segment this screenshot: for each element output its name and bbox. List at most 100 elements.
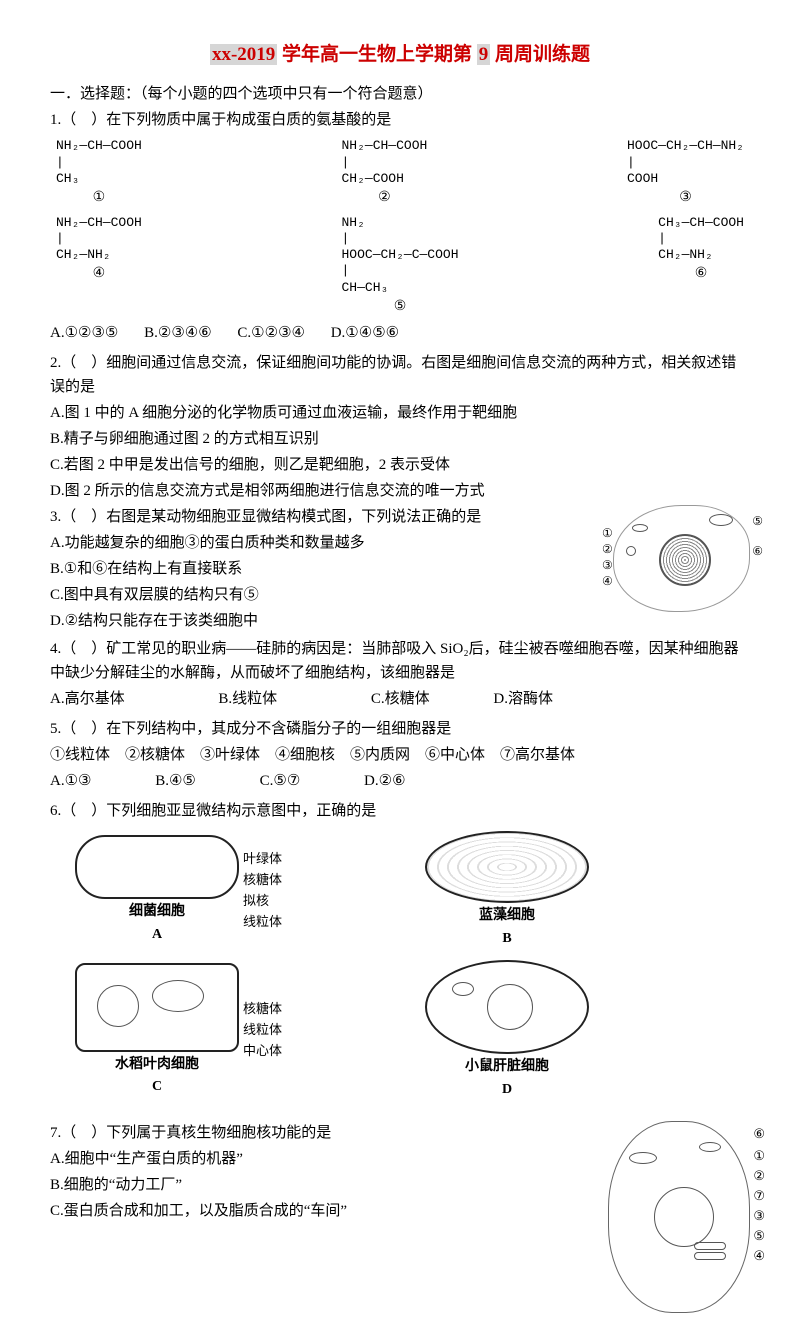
q5-options: A.①③ B.④⑤ C.⑤⑦ D.②⑥ xyxy=(50,769,750,793)
lblA4: 线粒体 xyxy=(243,912,282,933)
organelle-icon xyxy=(709,514,733,526)
capC-letter: C xyxy=(152,1079,162,1094)
title-highlight-week: 9 xyxy=(477,44,491,65)
q1-formulas-row2: NH₂—CH—COOH | CH₂—NH₂ ④ NH₂ | HOOC—CH₂—C… xyxy=(50,213,750,318)
lead-5: ⑤ xyxy=(752,512,763,531)
f4-label: ④ xyxy=(93,265,106,283)
mouse-liver-cell-icon xyxy=(425,960,589,1054)
q5-stem: 5.（ ）在下列结构中，其成分不含磷脂分子的一组细胞器是 xyxy=(50,717,750,741)
f3-l1: HOOC—CH₂—CH—NH₂ xyxy=(627,138,744,154)
capA-letter: A xyxy=(152,927,162,942)
f3-l2: | xyxy=(627,155,635,171)
q6-stem: 6.（ ）下列细胞亚显微结构示意图中，正确的是 xyxy=(50,799,750,823)
q6-figure-grid: 细菌细胞 A 叶绿体 核糖体 拟核 线粒体 蓝藻细胞 B 水稻叶肉细胞 C xyxy=(50,831,750,1111)
f2-l1: NH₂—CH—COOH xyxy=(341,138,427,154)
f1-l2: | xyxy=(56,155,64,171)
q1-opt-b: B.②③④⑥ xyxy=(144,325,212,341)
q4-opt-b: B.线粒体 xyxy=(218,691,277,707)
q4-opt-c: C.核糖体 xyxy=(371,691,430,707)
q7-figure: ⑥ ① ② ⑦ ③ ⑤ ④ xyxy=(608,1121,750,1313)
formula-5: NH₂ | HOOC—CH₂—C—COOH | CH—CH₃ ⑤ xyxy=(335,213,464,318)
lead-5: ⑤ xyxy=(753,1226,765,1247)
f4-l3: CH₂—NH₂ xyxy=(56,247,111,263)
f5-l2: | xyxy=(341,231,349,247)
cell-diagram-icon: ① ② ③ ④ ⑤ ⑥ xyxy=(613,505,750,612)
q6-cell-b: 蓝藻细胞 B xyxy=(425,831,725,950)
q2-stem: 2.（ ）细胞间通过信息交流，保证细胞间功能的协调。右图是细胞间信息交流的两种方… xyxy=(50,351,750,399)
f6-label: ⑥ xyxy=(695,265,708,283)
formula-6: CH₃—CH—COOH | CH₂—NH₂ ⑥ xyxy=(652,213,750,318)
capA-name: 细菌细胞 xyxy=(129,904,185,919)
nucleus-icon xyxy=(659,534,711,586)
lead-7: ⑦ xyxy=(753,1186,765,1207)
f1-label: ① xyxy=(93,189,106,207)
q7-block: ⑥ ① ② ⑦ ③ ⑤ ④ 7.（ ）下列属于真核生物细胞核功能的是 A.细胞中… xyxy=(50,1121,750,1223)
rice-cell-icon xyxy=(75,963,239,1052)
formula-3: HOOC—CH₂—CH—NH₂ | COOH ③ xyxy=(621,136,750,208)
lead-3: ③ xyxy=(753,1206,765,1227)
lead-4: ④ xyxy=(602,572,613,591)
q2-opt-c: C.若图 2 中甲是发出信号的细胞，则乙是靶细胞，2 表示受体 xyxy=(50,453,750,477)
q6-cell-c: 水稻叶肉细胞 C 核糖体 线粒体 中心体 xyxy=(75,960,375,1101)
lblA3: 拟核 xyxy=(243,891,282,912)
q3-opt-d: D.②结构只能存在于该类细胞中 xyxy=(50,609,750,633)
q4-stem: 4.（ ）矿工常见的职业病——硅肺的病因是：当肺部吸入 SiO₂后，硅尘被吞噬细… xyxy=(50,637,750,685)
q2-opt-a: A.图 1 中的 A 细胞分泌的化学物质可通过血液运输，最终作用于靶细胞 xyxy=(50,401,750,425)
f6-l2: | xyxy=(658,231,666,247)
q1-opt-a: A.①②③⑤ xyxy=(50,325,118,341)
capB-letter: B xyxy=(502,931,511,946)
f2-label: ② xyxy=(378,189,391,207)
q1-options: A.①②③⑤ B.②③④⑥ C.①②③④ D.①④⑤⑥ xyxy=(50,321,750,345)
q5-opt-b: B.④⑤ xyxy=(155,773,196,789)
section-heading: 一．选择题：（每个小题的四个选项中只有一个符合题意） xyxy=(50,82,750,106)
lead-6: ⑥ xyxy=(752,542,763,561)
formula-2: NH₂—CH—COOH | CH₂—COOH ② xyxy=(335,136,433,208)
f5-label: ⑤ xyxy=(394,298,407,316)
capA-labels: 叶绿体 核糖体 拟核 线粒体 xyxy=(243,849,282,932)
lead-6: ⑥ xyxy=(753,1124,765,1145)
q3-block: ① ② ③ ④ ⑤ ⑥ 3.（ ）右图是某动物细胞亚显微结构模式图，下列说法正确… xyxy=(50,505,750,635)
organelle-icon xyxy=(626,546,636,556)
q1-formulas-row1: NH₂—CH—COOH | CH₃ ① NH₂—CH—COOH | CH₂—CO… xyxy=(50,136,750,208)
q5-list: ①线粒体 ②核糖体 ③叶绿体 ④细胞核 ⑤内质网 ⑥中心体 ⑦高尔基体 xyxy=(50,743,750,767)
organelle-icon xyxy=(629,1152,657,1164)
lead-1: ① xyxy=(753,1146,765,1167)
capD-name: 小鼠肝脏细胞 xyxy=(465,1059,549,1074)
f2-l2: | xyxy=(341,155,349,171)
capB-name: 蓝藻细胞 xyxy=(479,908,535,923)
lblA2: 核糖体 xyxy=(243,870,282,891)
q1-stem: 1.（ ）在下列物质中属于构成蛋白质的氨基酸的是 xyxy=(50,108,750,132)
f5-l4: | xyxy=(341,263,349,279)
organelle-icon xyxy=(694,1242,726,1250)
capD-letter: D xyxy=(502,1082,512,1097)
lblC3: 中心体 xyxy=(243,1041,282,1062)
title-highlight-year: xx-2019 xyxy=(210,44,277,65)
organelle-icon xyxy=(632,524,648,532)
f4-l1: NH₂—CH—COOH xyxy=(56,215,142,231)
q4-opt-d: D.溶酶体 xyxy=(493,691,553,707)
q2-opt-b: B.精子与卵细胞通过图 2 的方式相互识别 xyxy=(50,427,750,451)
q4-opt-a: A.高尔基体 xyxy=(50,691,125,707)
lblA1: 叶绿体 xyxy=(243,849,282,870)
nucleus-icon xyxy=(654,1187,714,1247)
f1-l3: CH₃ xyxy=(56,171,79,187)
q6-cell-d: 小鼠肝脏细胞 D xyxy=(425,960,725,1101)
page-title: xx-2019 学年高一生物上学期第 9 周周训练题 xyxy=(50,40,750,70)
capC-name: 水稻叶肉细胞 xyxy=(115,1057,199,1072)
f6-l3: CH₂—NH₂ xyxy=(658,247,713,263)
title-mid: 学年高一生物上学期第 xyxy=(277,44,477,65)
q1-opt-c: C.①②③④ xyxy=(237,325,305,341)
f5-l3: HOOC—CH₂—C—COOH xyxy=(341,247,458,263)
f5-l1: NH₂ xyxy=(341,215,364,231)
f3-l3: COOH xyxy=(627,171,658,187)
organelle-icon xyxy=(694,1252,726,1260)
lead-4: ④ xyxy=(753,1246,765,1267)
q3-figure: ① ② ③ ④ ⑤ ⑥ xyxy=(613,505,750,612)
f4-l2: | xyxy=(56,231,64,247)
q1-opt-d: D.①④⑤⑥ xyxy=(331,325,399,341)
f6-l1: CH₃—CH—COOH xyxy=(658,215,744,231)
q5-opt-d: D.②⑥ xyxy=(364,773,405,789)
lblC2: 线粒体 xyxy=(243,1020,282,1041)
f3-label: ③ xyxy=(679,189,692,207)
lblC1: 核糖体 xyxy=(243,999,282,1020)
